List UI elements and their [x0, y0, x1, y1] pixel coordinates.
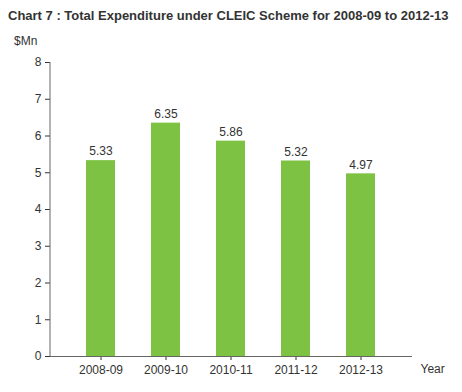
svg-text:0: 0 [35, 349, 42, 363]
svg-text:6: 6 [35, 129, 42, 143]
svg-text:6.35: 6.35 [154, 107, 178, 121]
svg-text:5.86: 5.86 [219, 125, 243, 139]
html-text:$Mn: $Mn [14, 34, 38, 48]
svg-text:1: 1 [35, 313, 42, 327]
svg-text:7: 7 [35, 92, 42, 106]
svg-text:Year: Year [421, 362, 445, 376]
svg-text:5.32: 5.32 [284, 145, 308, 159]
html-text:Chart 7 : Total Expenditure un: Chart 7 : Total Expenditure under CLEIC … [8, 8, 449, 23]
svg-text:2009-10: 2009-10 [144, 363, 188, 377]
svg-text:2010-11: 2010-11 [209, 363, 252, 377]
svg-text:2012-13: 2012-13 [339, 363, 383, 377]
svg-text:3: 3 [35, 239, 42, 253]
svg-text:5: 5 [35, 166, 42, 180]
svg-text:8: 8 [35, 55, 42, 69]
svg-text:2011-12: 2011-12 [274, 363, 317, 377]
svg-text:2: 2 [35, 276, 42, 290]
svg-text:2008-09: 2008-09 [79, 363, 123, 377]
svg-text:4: 4 [35, 202, 42, 216]
svg-text:5.33: 5.33 [89, 144, 113, 158]
svg-text:4.97: 4.97 [349, 158, 373, 172]
